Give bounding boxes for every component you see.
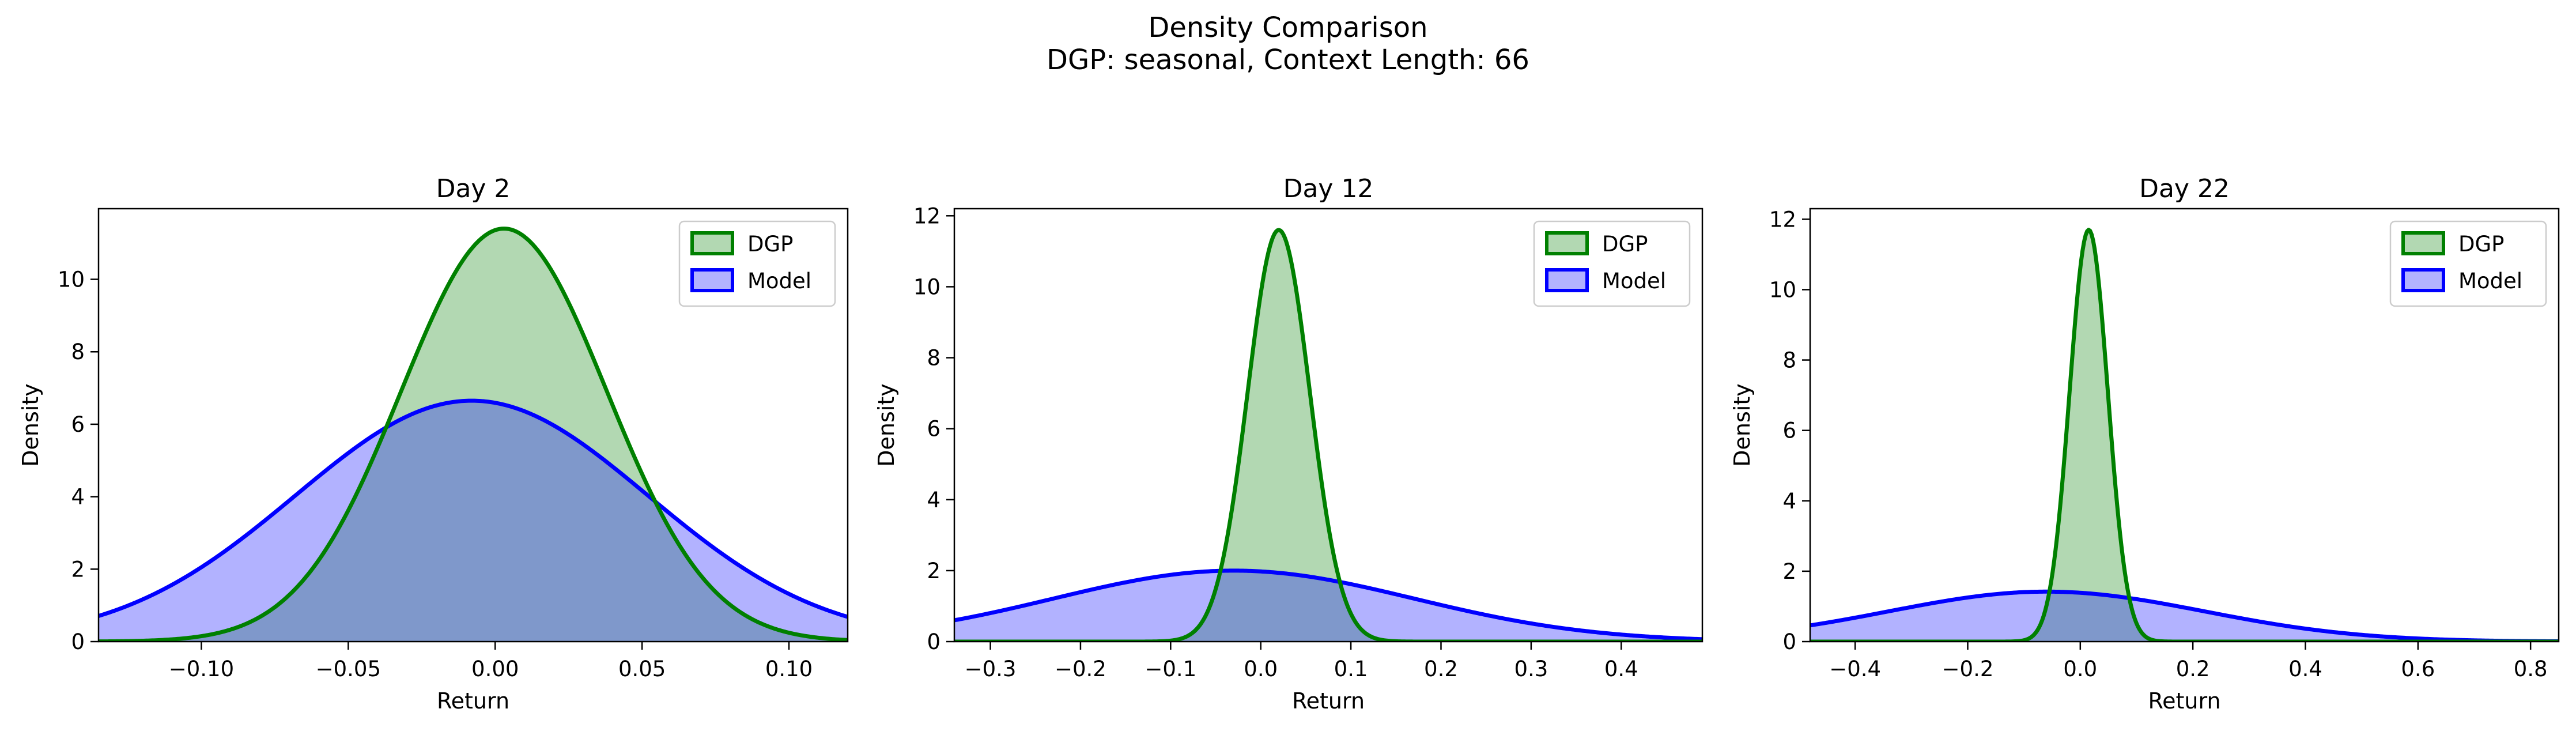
x-tick-label: 0.3 — [1514, 657, 1548, 681]
dgp-line-2 — [954, 228, 1702, 642]
x-tick-label: −0.4 — [1829, 657, 1881, 681]
y-tick-label: 0 — [1782, 630, 1796, 654]
x-tick-label: 0.00 — [471, 657, 519, 681]
x-tick-label: 0.2 — [1424, 657, 1458, 681]
y-tick-label: 0 — [927, 630, 940, 654]
x-tick-label: −0.10 — [169, 657, 234, 681]
x-tick-label: 0.6 — [2401, 657, 2435, 681]
model-line-3 — [1810, 589, 2559, 642]
x-tick-label: −0.2 — [1055, 657, 1106, 681]
subplot-title-1: Day 2 — [436, 174, 511, 203]
legend-label-model: Model — [2458, 269, 2522, 293]
x-tick-label: 0.4 — [1604, 657, 1638, 681]
y-tick-label: 10 — [913, 274, 940, 299]
axes-frame-3 — [1809, 208, 2560, 643]
figure-subtitle: DGP: seasonal, Context Length: 66 — [1047, 44, 1529, 76]
subplot-title-2: Day 12 — [1283, 174, 1374, 203]
y-tick-label: 12 — [1769, 207, 1796, 232]
legend-swatch-dgp — [690, 231, 734, 255]
x-tick-label: 0.4 — [2288, 657, 2322, 681]
y-tick-label: 10 — [58, 267, 85, 292]
legend-swatch-dgp — [2401, 231, 2445, 255]
axes-frame-2 — [953, 208, 1704, 643]
legend-label-dgp: DGP — [2458, 232, 2504, 257]
x-tick-label: 0.05 — [618, 657, 666, 681]
x-tick-label: 0.10 — [765, 657, 813, 681]
overlap-area-2 — [954, 570, 1702, 642]
y-tick-label: 4 — [1782, 489, 1796, 514]
x-tick-label: 0.2 — [2176, 657, 2210, 681]
legend-swatch-model — [690, 268, 734, 292]
legend-1: DGP Model — [678, 220, 836, 307]
plot-area-3 — [1810, 228, 2559, 642]
model-line-1 — [99, 398, 848, 619]
x-tick-label: 0.0 — [1244, 657, 1278, 681]
x-tick-label: 0.8 — [2514, 657, 2548, 681]
y-tick-label: 8 — [1782, 348, 1796, 373]
legend-swatch-dgp — [1545, 231, 1589, 255]
legend-swatch-model — [1545, 268, 1589, 292]
y-tick-label: 6 — [71, 412, 85, 437]
legend-label-dgp: DGP — [1602, 232, 1648, 257]
x-axis-label-3: Return — [2148, 688, 2220, 714]
legend-label-dgp: DGP — [747, 232, 793, 257]
x-tick-label: −0.3 — [965, 657, 1017, 681]
y-tick-label: 6 — [1782, 419, 1796, 443]
model-area-3 — [1810, 591, 2559, 642]
model-line-2 — [954, 568, 1702, 642]
y-tick-label: 10 — [1769, 277, 1796, 302]
y-axis-label-1: Density — [18, 383, 43, 466]
axes-frame-1 — [97, 208, 849, 643]
x-tick-label: −0.2 — [1942, 657, 1994, 681]
y-tick-label: 2 — [71, 557, 85, 582]
y-tick-label: 6 — [927, 417, 940, 442]
y-tick-label: 2 — [1782, 559, 1796, 584]
x-axis-label-1: Return — [437, 688, 509, 714]
legend-2: DGP Model — [1533, 220, 1691, 307]
figure-title: Density Comparison — [1148, 12, 1428, 44]
plot-area-1 — [99, 227, 848, 642]
dgp-area-2 — [954, 229, 1702, 642]
y-tick-label: 8 — [71, 340, 85, 364]
y-axis-label-3: Density — [1729, 383, 1755, 466]
x-tick-label: 0.1 — [1334, 657, 1368, 681]
subplot-title-3: Day 22 — [2139, 174, 2230, 203]
overlap-area-1 — [99, 401, 848, 642]
y-tick-label: 4 — [71, 485, 85, 510]
legend-label-model: Model — [747, 269, 811, 293]
x-tick-label: −0.05 — [316, 657, 381, 681]
legend-3: DGP Model — [2389, 220, 2547, 307]
x-tick-label: 0.0 — [2063, 657, 2097, 681]
x-tick-label: −0.1 — [1145, 657, 1196, 681]
x-axis-label-2: Return — [1292, 688, 1365, 714]
y-tick-label: 0 — [71, 630, 85, 654]
dgp-line-1 — [99, 227, 848, 642]
y-tick-label: 8 — [927, 346, 940, 371]
y-tick-label: 4 — [927, 488, 940, 512]
legend-swatch-model — [2401, 268, 2445, 292]
plot-area-2 — [954, 228, 1702, 642]
y-tick-label: 12 — [913, 203, 940, 228]
y-tick-label: 2 — [927, 559, 940, 583]
legend-label-model: Model — [1602, 269, 1666, 293]
y-axis-label-2: Density — [874, 383, 899, 466]
